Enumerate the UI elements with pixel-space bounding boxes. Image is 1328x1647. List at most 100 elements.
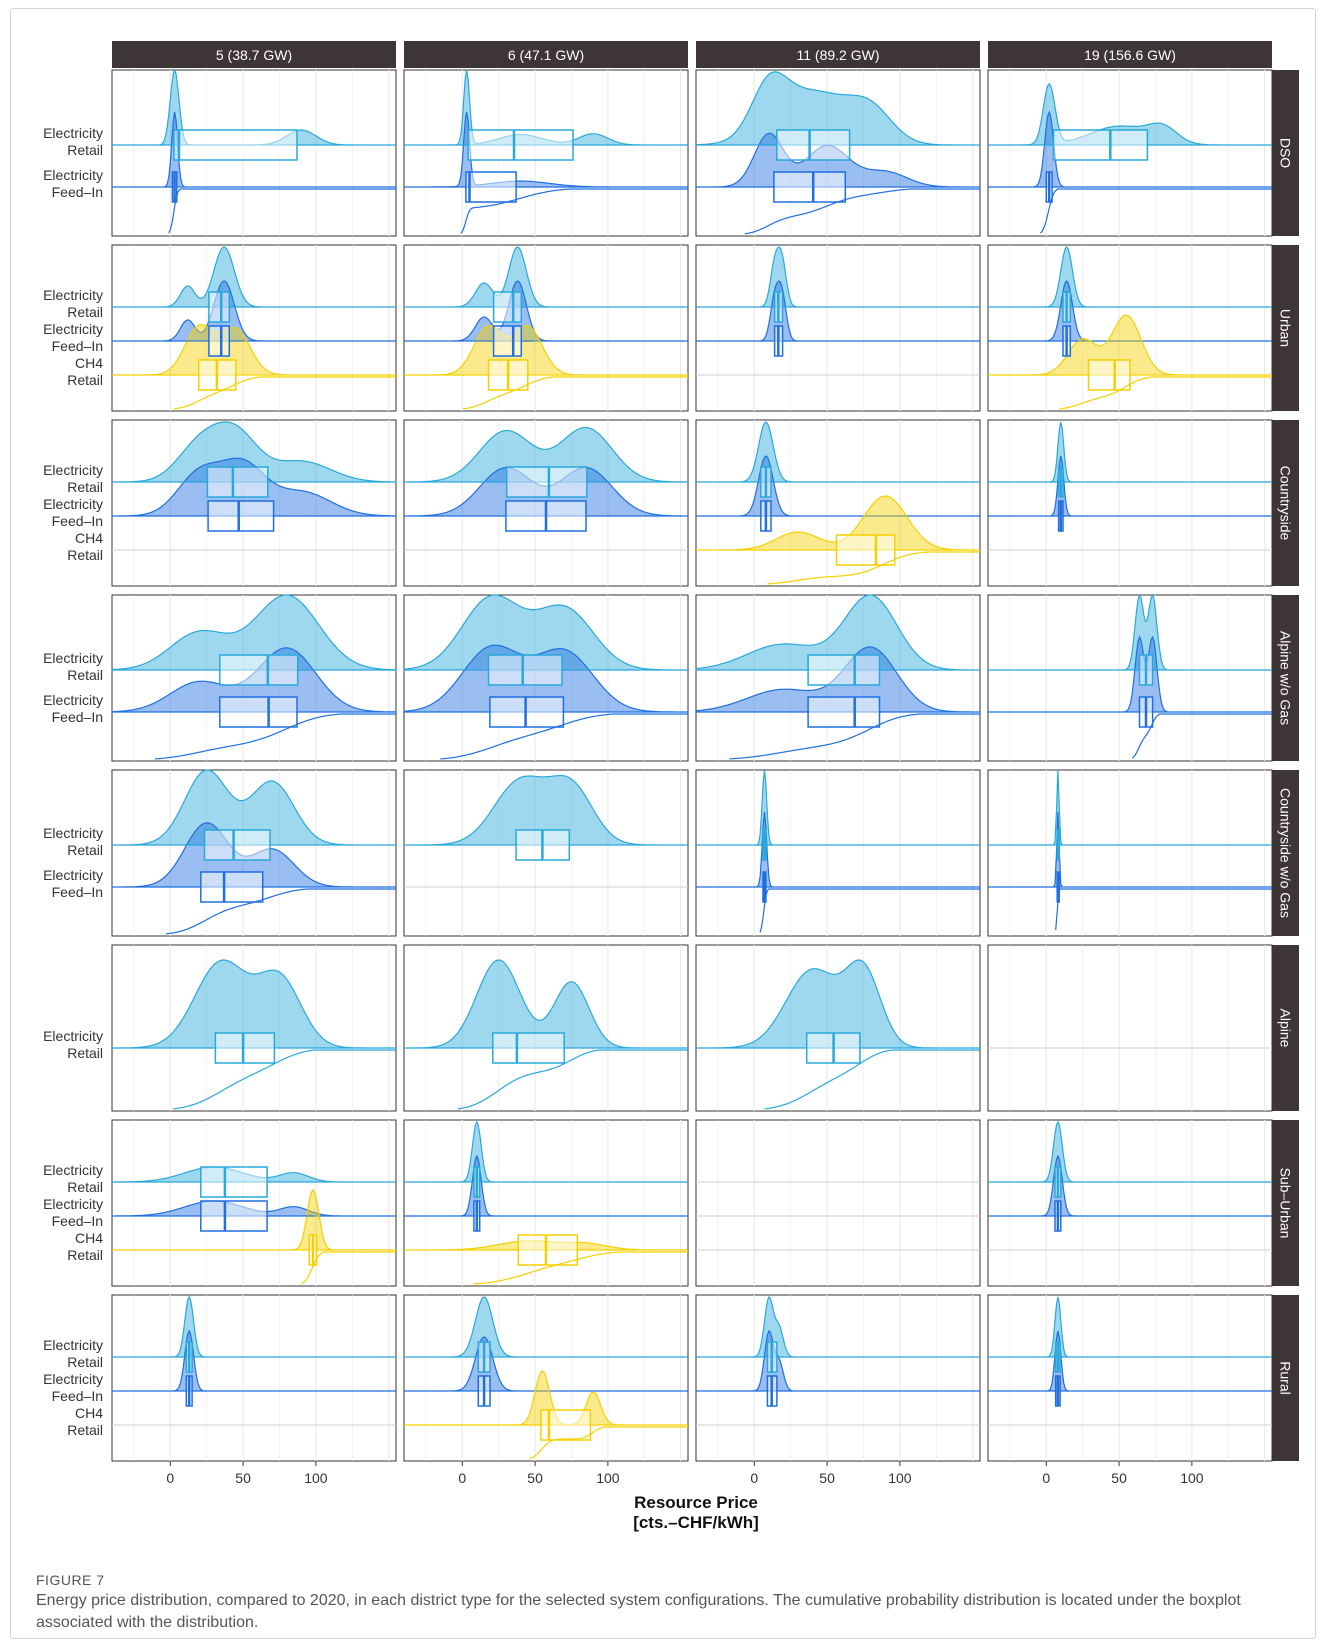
panel-border [695,1294,981,1462]
panel [111,244,397,412]
boxplot-box [1052,129,1149,161]
column-strip-label: 11 (89.2 GW) [797,47,880,63]
series-label: Retail [67,304,103,320]
panel-border [695,244,981,412]
density-ridge [696,811,980,888]
series-label: Feed–In [52,184,103,200]
x-tick-label: 100 [888,1470,912,1486]
row-strip-label: Countryside [1278,466,1294,541]
density-ridge [988,110,1272,188]
series-label: Electricity [43,125,103,141]
series-label: Electricity [43,287,103,303]
panel-border [987,944,1273,1112]
row-strip [1272,420,1299,586]
panel-border [695,944,981,1112]
density-ridge [112,769,396,846]
series-label: Electricity [43,167,103,183]
x-axis-title: [cts.–CHF/kWh] [633,1513,759,1532]
column-strip-label: 5 (38.7 GW) [216,47,292,63]
boxplot-box [487,654,563,686]
density-ridge [695,594,980,671]
panel [403,244,689,412]
density-ridge [695,71,980,146]
row-strip-label: Alpine w/o Gas [1278,631,1294,725]
boxplot-box [807,696,881,728]
boxplot-box [492,325,523,357]
boxplot-box [835,534,896,566]
panel [695,769,981,937]
panel [987,1119,1273,1287]
series-label: CH4 [75,530,103,546]
panel-border [987,769,1273,937]
density-ridge [403,594,688,671]
density-ridge [696,769,980,846]
density-ridge [988,811,1272,888]
density-ridge [696,959,980,1049]
panel-border [403,944,689,1112]
row-strip-label: Sub–Urban [1278,1168,1294,1239]
series-label: Electricity [43,462,103,478]
series-label: CH4 [75,1405,103,1421]
series-label: Retail [67,1179,103,1195]
boxplot-box [207,500,275,532]
boxplot-box [214,1032,276,1064]
density-ridge [404,959,688,1049]
series-label: Electricity [43,825,103,841]
boxplot-box [219,696,298,728]
series-label: Electricity [43,321,103,337]
panel [695,594,981,762]
series-label: Electricity [43,650,103,666]
density-ridge [696,246,980,308]
density-ridge [404,280,688,342]
boxplot-box [773,171,847,203]
panel [111,769,397,937]
density-ridge [988,314,1272,376]
density-ridge [112,1189,396,1251]
column-strip [696,41,980,68]
x-tick-label: 0 [1042,1470,1050,1486]
ecdf-line [301,1251,396,1285]
density-ridge [404,1296,688,1358]
boxplot-box [465,171,517,203]
x-tick-label: 100 [1180,1470,1204,1486]
series-label: Feed–In [52,884,103,900]
panel [403,769,689,937]
panel [403,944,689,1112]
ecdf-line [462,376,688,410]
x-axis-title: Resource Price [634,1493,758,1512]
series-label: Retail [67,1045,103,1061]
row-strip-label: DSO [1278,138,1294,168]
panel [111,1294,397,1462]
density-ridge [988,246,1272,308]
row-strip [1272,1295,1299,1461]
series-label: Retail [67,1354,103,1370]
density-ridge [404,324,688,376]
panel-border [695,769,981,937]
row-strip-label: Alpine [1278,1009,1294,1048]
row-strip-label: Urban [1278,309,1294,347]
density-ridge [404,1370,688,1426]
series-label: CH4 [75,1230,103,1246]
series-label: Electricity [43,1162,103,1178]
series-label: Retail [67,142,103,158]
column-strip [112,41,396,68]
series-label: Retail [67,547,103,563]
panel [111,1119,397,1287]
x-tick-label: 0 [458,1470,466,1486]
panel [987,69,1273,237]
ecdf-line [440,713,688,760]
column-strip-label: 19 (156.6 GW) [1084,47,1176,63]
density-ridge [112,111,396,188]
x-tick-label: 50 [235,1470,251,1486]
ecdf-line [529,1426,688,1460]
density-ridge [112,324,396,376]
boxplot-box [200,871,264,903]
boxplot-box [807,654,881,686]
row-strip [1272,595,1299,761]
series-label: CH4 [75,355,103,371]
panel-border [111,944,397,1112]
row-strip [1272,70,1299,236]
density-ridge [404,774,688,846]
density-ridge [404,426,688,483]
panel [695,1294,981,1462]
